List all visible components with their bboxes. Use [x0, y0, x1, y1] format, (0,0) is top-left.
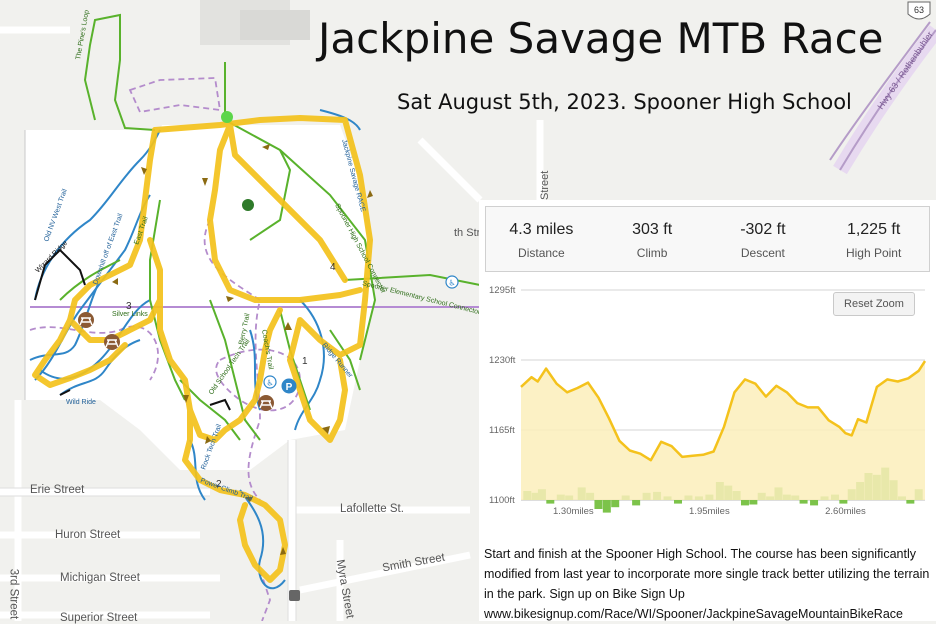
- elevation-panel: 4.3 miles Distance 303 ft Climb -302 ft …: [479, 200, 936, 621]
- picnic-icon[interactable]: [258, 395, 274, 411]
- x-tick-label: 1.95miles: [689, 506, 730, 517]
- boundary-dashes: [29, 77, 301, 621]
- route-arrows: [112, 144, 373, 555]
- stat-descent: -302 ft Descent: [708, 207, 819, 271]
- grade-bar: [906, 500, 915, 504]
- grade-bar: [839, 500, 848, 504]
- grade-bar: [546, 500, 555, 504]
- grade-bar: [602, 500, 611, 513]
- finish-marker-icon[interactable]: [242, 199, 254, 211]
- parking-icon[interactable]: P: [281, 378, 297, 394]
- stat-value: -302 ft: [740, 221, 786, 238]
- picnic-icon[interactable]: [104, 334, 120, 350]
- school-building: [240, 10, 310, 40]
- grade-bar: [594, 500, 603, 509]
- grade-bar: [810, 500, 819, 506]
- elevation-line: [520, 360, 927, 462]
- street-label-vertical: Street: [539, 171, 551, 200]
- black-trail: [59, 389, 71, 396]
- street-label-superior: Superior Street: [60, 612, 138, 624]
- svg-text:♿: ♿: [448, 279, 455, 288]
- trail-label-wild-ride: Wild Ride: [66, 399, 96, 406]
- stat-high-point: 1,225 ft High Point: [818, 207, 929, 271]
- stat-value: 4.3 miles: [509, 221, 574, 238]
- grade-bar: [611, 500, 620, 508]
- picnic-icon[interactable]: [78, 312, 94, 328]
- stat-value: 1,225 ft: [846, 221, 901, 238]
- reset-zoom-button[interactable]: Reset Zoom: [833, 292, 915, 316]
- y-tick-label: 1165ft: [489, 425, 515, 436]
- street-label-lafollette: Lafollette St.: [340, 503, 404, 515]
- marker-2: 2: [216, 479, 222, 490]
- grade-bar: [799, 500, 808, 504]
- black-trail: [209, 398, 231, 411]
- black-trail: [34, 248, 86, 301]
- grade-bar: [740, 500, 749, 506]
- bus-stop-icon: [289, 590, 300, 601]
- stat-distance: 4.3 miles Distance: [486, 207, 597, 271]
- x-tick-labels: 1.30miles 1.95miles 2.60miles: [553, 506, 866, 517]
- grade-bar: [749, 500, 758, 505]
- street-label-3rd: 3rd Street: [7, 568, 20, 620]
- y-tick-label: 1100ft: [489, 495, 515, 506]
- stat-label: Distance: [518, 246, 565, 260]
- stat-climb: 303 ft Climb: [597, 207, 708, 271]
- marker-4: 4: [330, 262, 336, 273]
- grade-bar: [673, 500, 682, 504]
- highway-edge: [839, 29, 936, 171]
- elevation-area: [520, 360, 927, 500]
- stat-label: Descent: [740, 246, 785, 260]
- highway-shield-label: 63: [914, 5, 924, 15]
- street-label-erie: Erie Street: [30, 484, 85, 496]
- start-marker-icon[interactable]: [221, 111, 233, 123]
- highway-shield: 63: [907, 1, 931, 20]
- race-route: [32, 115, 373, 583]
- x-tick-label: 1.30miles: [553, 506, 594, 517]
- trail-label-silver-links: Silver Links: [112, 311, 148, 318]
- stat-label: High Point: [845, 246, 902, 260]
- marker-3: 3: [126, 301, 132, 312]
- street-label-michigan: Michigan Street: [60, 572, 140, 584]
- route-description: Start and finish at the Spooner High Sch…: [484, 547, 930, 621]
- stat-value: 303 ft: [632, 221, 673, 238]
- accessible-icon[interactable]: ♿: [445, 275, 459, 289]
- page-title: Jackpine Savage MTB Race: [318, 14, 884, 63]
- elevation-chart[interactable]: 1295ft 1230ft 1165ft 1100ft 1.30miles 1.95mi…: [479, 280, 936, 540]
- stats-bar: 4.3 miles Distance 303 ft Climb -302 ft …: [485, 206, 930, 272]
- stat-label: Climb: [636, 246, 668, 260]
- svg-text:♿: ♿: [266, 379, 273, 388]
- marker-1: 1: [302, 356, 308, 367]
- page-subtitle: Sat August 5th, 2023. Spooner High Schoo…: [397, 90, 852, 114]
- y-tick-label: 1230ft: [489, 355, 516, 366]
- street-label-huron: Huron Street: [55, 529, 121, 541]
- y-tick-labels: 1295ft 1230ft 1165ft 1100ft: [489, 285, 516, 506]
- x-tick-label: 2.60miles: [825, 506, 866, 517]
- y-tick-label: 1295ft: [489, 285, 516, 296]
- svg-text:P: P: [286, 382, 293, 393]
- accessible-icon[interactable]: ♿: [263, 375, 277, 389]
- highway-edge: [829, 21, 931, 161]
- grade-bar: [632, 500, 641, 506]
